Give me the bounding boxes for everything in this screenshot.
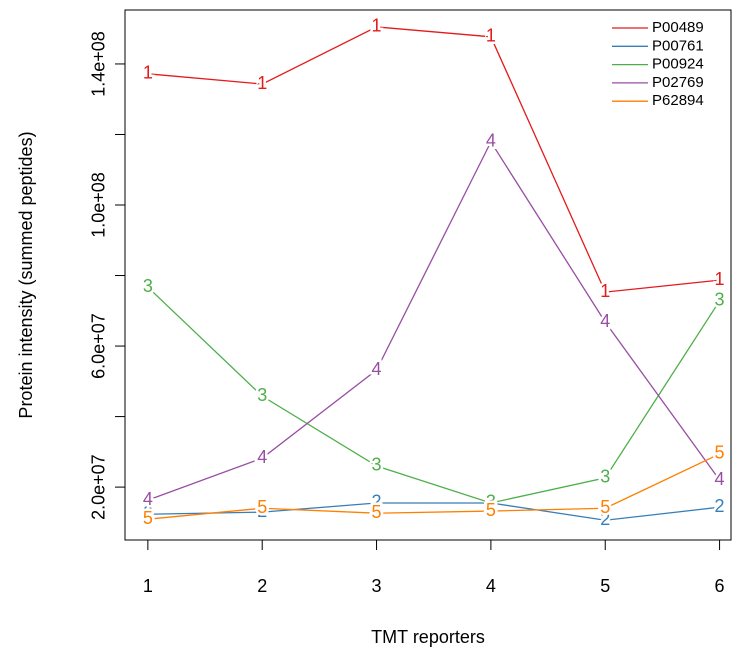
point-marker: 2	[143, 503, 153, 523]
x-tick-label: 4	[486, 576, 496, 596]
y-tick-label: 1.4e+08	[89, 31, 109, 97]
x-tick-label: 2	[257, 576, 267, 596]
y-tick-label: 6.0e+07	[89, 313, 109, 379]
point-marker: 2	[257, 501, 267, 521]
point-marker: 1	[715, 269, 725, 289]
legend-label: P00924	[652, 56, 704, 73]
point-marker: 4	[372, 359, 382, 379]
series-line	[147, 502, 720, 521]
point-marker: 1	[257, 73, 267, 93]
x-tick-label: 3	[372, 576, 382, 596]
x-tick-label: 1	[143, 576, 153, 596]
series-line	[147, 140, 721, 501]
point-marker: 3	[486, 492, 496, 512]
point-marker: 3	[372, 455, 382, 475]
point-marker: 2	[372, 492, 382, 512]
plot-frame	[124, 9, 732, 541]
point-marker: 1	[143, 63, 153, 83]
legend-label: P00761	[652, 37, 704, 54]
x-tick-label: 5	[600, 576, 610, 596]
point-marker: 4	[600, 311, 610, 331]
point-marker: 1	[372, 16, 382, 36]
x-axis-label: TMT reporters	[371, 627, 485, 647]
point-marker: 4	[715, 469, 725, 489]
y-tick-label: 2.0e+07	[89, 454, 109, 520]
series-line	[147, 26, 720, 293]
y-axis-label: Protein intensity (summed peptides)	[16, 131, 36, 418]
legend-label: P00489	[652, 19, 704, 36]
point-marker: 5	[143, 508, 153, 528]
point-marker: 4	[486, 131, 496, 151]
point-marker: 5	[600, 497, 610, 517]
point-marker: 3	[257, 385, 267, 405]
point-marker: 4	[257, 447, 267, 467]
point-marker: 3	[600, 467, 610, 487]
series-line	[147, 453, 720, 520]
x-tick-label: 6	[715, 576, 725, 596]
legend-label: P02769	[652, 74, 704, 91]
point-marker: 5	[486, 500, 496, 520]
point-marker: 1	[600, 281, 610, 301]
point-marker: 3	[715, 290, 725, 310]
point-marker: 5	[257, 497, 267, 517]
point-marker: 1	[486, 26, 496, 46]
point-marker: 2	[715, 496, 725, 516]
point-marker: 5	[715, 443, 725, 463]
point-marker: 5	[372, 502, 382, 522]
series-line	[147, 286, 721, 504]
point-marker: 2	[486, 492, 496, 512]
point-marker: 3	[143, 276, 153, 296]
legend-label: P62894	[652, 92, 704, 109]
point-marker: 2	[600, 509, 610, 529]
point-marker: 4	[143, 489, 153, 509]
y-tick-label: 1.0e+08	[89, 172, 109, 238]
